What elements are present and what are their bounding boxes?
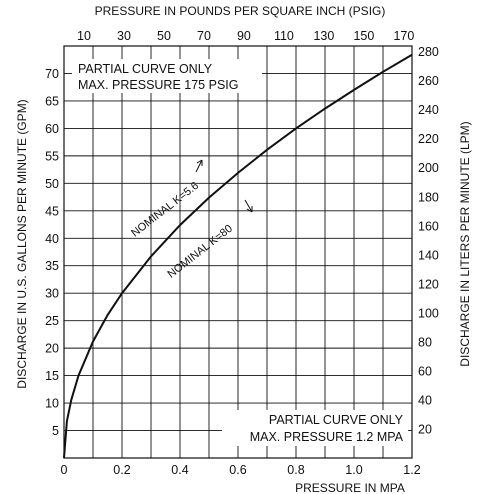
left-tick-label: 10: [45, 397, 59, 411]
top-tick-label: 70: [197, 29, 211, 43]
top-axis-title: PRESSURE IN POUNDS PER SQUARE INCH (PSIG…: [95, 4, 386, 18]
bottom-tick-label: 0.2: [113, 463, 130, 477]
right-tick-label: 180: [418, 190, 439, 204]
top-tick-label: 130: [313, 29, 334, 43]
k-lpm-label: NOMINAL K=80: [165, 223, 234, 281]
right-tick-label: 100: [418, 306, 439, 320]
left-tick-label: 15: [45, 369, 59, 383]
left-tick-label: 25: [45, 314, 59, 328]
top-tick-label: 90: [237, 29, 251, 43]
bottom-note-line-1: PARTIAL CURVE ONLY: [269, 413, 404, 427]
left-tick-label: 40: [45, 232, 59, 246]
right-axis-title: DISCHARGE IN LITERS PER MINUTE (LPM): [458, 121, 472, 366]
grid: [64, 46, 412, 458]
right-tick-label: 280: [418, 45, 439, 59]
arrow-up-icon: [195, 159, 203, 173]
left-tick-label: 50: [45, 177, 59, 191]
discharge-curve-line: [63, 53, 413, 459]
left-tick-label: 30: [45, 287, 59, 301]
top-note-line-1: PARTIAL CURVE ONLY: [78, 62, 213, 76]
left-tick-label: 65: [45, 94, 59, 108]
left-tick-label: 55: [45, 149, 59, 163]
right-tick-label: 160: [418, 219, 439, 233]
right-tick-label: 120: [418, 277, 439, 291]
left-axis-title: DISCHARGE IN U.S. GALLONS PER MINUTE (GP…: [15, 99, 29, 388]
top-tick-label: 150: [353, 29, 374, 43]
left-tick-label: 20: [45, 342, 59, 356]
right-tick-label: 80: [418, 335, 432, 349]
bottom-note-line-2: MAX. PRESSURE 1.2 MPA: [250, 430, 404, 444]
left-tick-label: 45: [45, 204, 59, 218]
top-tick-label: 110: [274, 29, 294, 43]
right-tick-label: 40: [418, 393, 432, 407]
top-tick-label: 30: [117, 29, 131, 43]
left-tick-label: 60: [45, 122, 59, 136]
right-tick-label: 200: [418, 161, 439, 175]
bottom-note-background: [222, 410, 408, 446]
plot-frame: [63, 45, 413, 459]
right-tick-label: 240: [418, 103, 439, 117]
top-tick-label: 10: [77, 29, 91, 43]
discharge-curve: [63, 53, 413, 459]
bottom-tick-label: 0: [61, 463, 68, 477]
top-note-background: [72, 59, 262, 93]
bottom-tick-label: 0.8: [287, 463, 304, 477]
right-tick-label: 20: [418, 422, 432, 436]
top-tick-label: 50: [157, 29, 171, 43]
left-tick-label: 70: [45, 67, 59, 81]
left-tick-label: 5: [52, 424, 59, 438]
k-gpm-label: NOMINAL K=5.6: [129, 180, 201, 240]
top-note-line-2: MAX. PRESSURE 175 PSIG: [78, 78, 238, 92]
right-tick-label: 220: [418, 132, 439, 146]
bottom-tick-label: 1.0: [345, 463, 362, 477]
right-tick-label: 140: [418, 248, 439, 262]
bottom-tick-label: 1.2: [403, 463, 420, 477]
bottom-tick-label: 0.6: [229, 463, 246, 477]
tick-labels: 0 0.2 0.4 0.6 0.8 1.0 1.2 5 10 15 20 25 30 35 40 45 50 55…: [45, 29, 439, 477]
top-tick-label: 170: [393, 29, 414, 43]
left-tick-label: 35: [45, 259, 59, 273]
right-tick-label: 60: [418, 364, 432, 378]
right-tick-label: 260: [418, 74, 439, 88]
bottom-tick-label: 0.4: [171, 463, 188, 477]
bottom-axis-title: PRESSURE IN MPA: [295, 481, 405, 494]
arrow-down-icon: [244, 199, 253, 213]
